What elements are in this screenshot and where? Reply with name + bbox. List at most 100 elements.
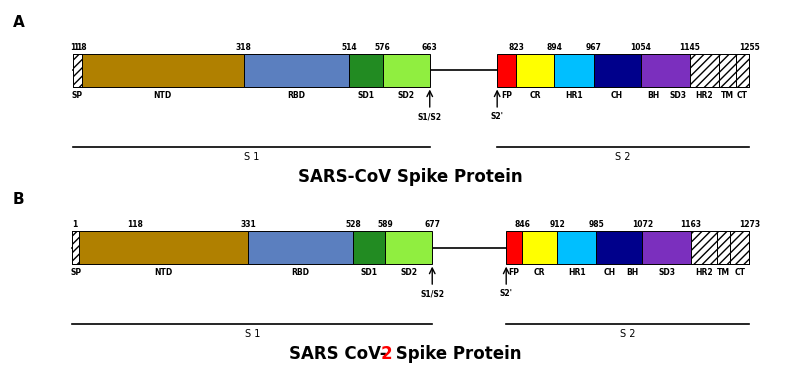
Text: SARS-CoV Spike Protein: SARS-CoV Spike Protein <box>298 168 523 186</box>
Bar <box>735 54 749 87</box>
Bar <box>73 54 82 87</box>
Bar <box>497 54 516 87</box>
Text: SP: SP <box>70 268 82 277</box>
Bar <box>718 231 730 264</box>
Text: HR2: HR2 <box>695 268 713 277</box>
Bar <box>719 54 735 87</box>
Text: CR: CR <box>530 91 541 100</box>
Bar <box>506 231 522 264</box>
Text: BH: BH <box>647 91 659 100</box>
Text: S1/S2: S1/S2 <box>418 112 442 121</box>
Bar <box>73 231 79 264</box>
Text: 1273: 1273 <box>739 220 760 229</box>
Text: 985: 985 <box>588 220 604 229</box>
Text: 514: 514 <box>342 43 358 52</box>
Bar <box>690 54 719 87</box>
Text: 1: 1 <box>70 43 75 52</box>
Text: 1255: 1255 <box>738 43 759 52</box>
Text: 576: 576 <box>375 43 390 52</box>
Text: 18: 18 <box>77 43 87 52</box>
Text: SD2: SD2 <box>400 268 418 277</box>
Text: SD3: SD3 <box>658 268 675 277</box>
Text: 1145: 1145 <box>679 43 700 52</box>
Text: CT: CT <box>734 268 746 277</box>
Text: RBD: RBD <box>291 268 310 277</box>
Text: FP: FP <box>509 268 520 277</box>
Text: CH: CH <box>611 91 623 100</box>
Text: 912: 912 <box>550 220 565 229</box>
Bar <box>719 54 735 87</box>
Bar <box>248 231 353 264</box>
Text: 2: 2 <box>380 345 392 363</box>
Text: Spike Protein: Spike Protein <box>390 345 522 363</box>
Bar <box>73 231 79 264</box>
Text: 846: 846 <box>514 220 530 229</box>
Text: S2': S2' <box>500 289 513 298</box>
Text: 331: 331 <box>240 220 256 229</box>
Text: 589: 589 <box>378 220 394 229</box>
Text: CT: CT <box>737 91 748 100</box>
Bar <box>386 231 432 264</box>
Bar <box>691 231 718 264</box>
Bar <box>691 231 718 264</box>
Text: SD1: SD1 <box>361 268 378 277</box>
Text: 1072: 1072 <box>632 220 653 229</box>
Bar <box>82 54 244 87</box>
Text: HR2: HR2 <box>696 91 714 100</box>
Text: S1/S2: S1/S2 <box>420 289 444 298</box>
Text: 118: 118 <box>127 220 142 229</box>
Text: BH: BH <box>626 268 638 277</box>
Text: NTD: NTD <box>154 268 173 277</box>
Bar <box>642 231 691 264</box>
Text: SD3: SD3 <box>669 91 686 100</box>
Text: SD1: SD1 <box>358 91 374 100</box>
Text: 1163: 1163 <box>680 220 702 229</box>
Bar <box>730 231 750 264</box>
Text: B: B <box>13 192 25 207</box>
Bar <box>73 54 82 87</box>
Text: TM: TM <box>721 91 734 100</box>
Text: SP: SP <box>72 91 83 100</box>
Text: NTD: NTD <box>154 91 172 100</box>
Text: HR1: HR1 <box>568 268 586 277</box>
Bar <box>718 231 730 264</box>
Text: S 1: S 1 <box>245 329 260 339</box>
Bar <box>522 231 558 264</box>
Bar <box>79 231 248 264</box>
Text: A: A <box>13 15 25 30</box>
Text: SARS CoV-2 Spike Protein: SARS CoV-2 Spike Protein <box>290 345 531 363</box>
Bar <box>554 54 594 87</box>
Text: S 2: S 2 <box>620 329 635 339</box>
Text: TM: TM <box>718 268 730 277</box>
Bar <box>516 54 554 87</box>
Bar <box>350 54 383 87</box>
Bar <box>735 54 749 87</box>
Bar <box>244 54 350 87</box>
Text: RBD: RBD <box>287 91 306 100</box>
Bar <box>558 231 596 264</box>
Text: 528: 528 <box>345 220 361 229</box>
Text: 1: 1 <box>73 43 78 52</box>
Bar <box>594 54 641 87</box>
Text: 967: 967 <box>586 43 602 52</box>
Text: 1054: 1054 <box>630 43 651 52</box>
Bar <box>690 54 719 87</box>
Text: SD2: SD2 <box>398 91 414 100</box>
Text: CR: CR <box>534 268 546 277</box>
Text: S 1: S 1 <box>243 152 259 162</box>
Bar <box>353 231 386 264</box>
Bar <box>383 54 430 87</box>
Text: 894: 894 <box>546 43 562 52</box>
Text: FP: FP <box>501 91 512 100</box>
Text: SARS CoV-: SARS CoV- <box>289 345 386 363</box>
Text: S 2: S 2 <box>615 152 631 162</box>
Text: 318: 318 <box>236 43 252 52</box>
Bar <box>596 231 642 264</box>
Text: S2': S2' <box>490 112 504 121</box>
Text: 677: 677 <box>424 220 440 229</box>
Bar <box>641 54 690 87</box>
Bar <box>730 231 750 264</box>
Text: 1: 1 <box>73 220 78 229</box>
Text: CH: CH <box>603 268 615 277</box>
Text: 823: 823 <box>508 43 524 52</box>
